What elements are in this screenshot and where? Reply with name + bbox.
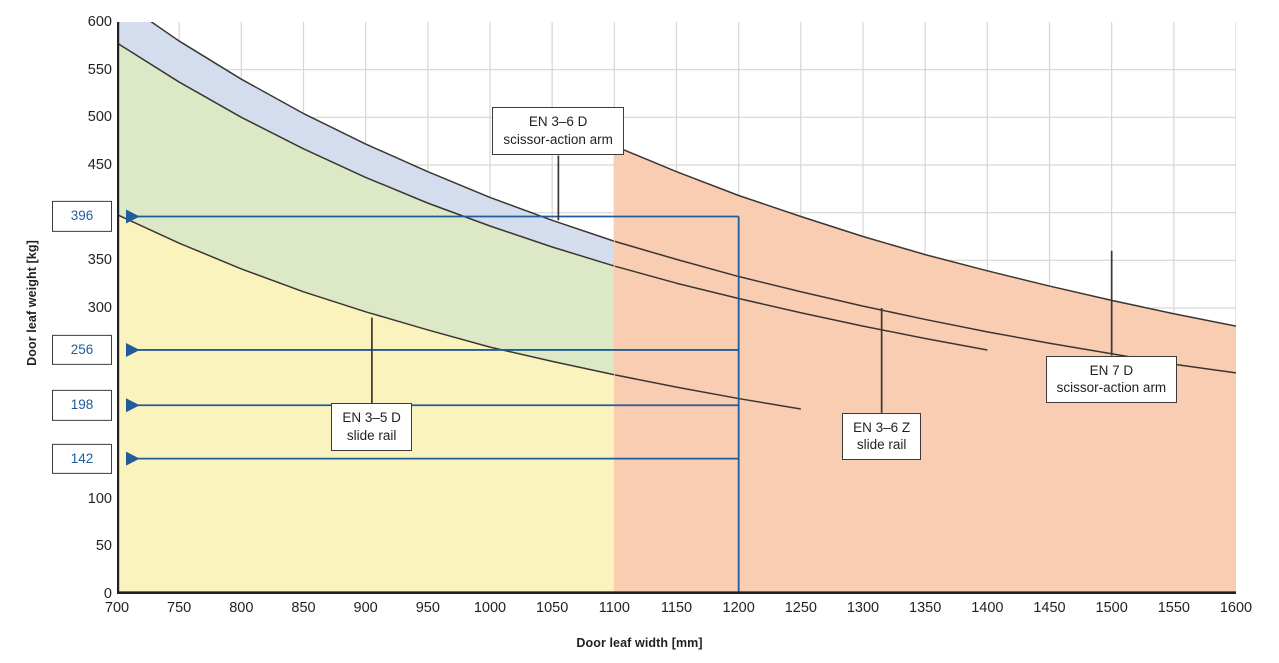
x-tick-label-1200: 1200 <box>722 600 755 616</box>
callout-line1: EN 3–6 Z <box>853 419 911 435</box>
curve-en36z-upper <box>117 42 988 351</box>
y-axis-tick-labels: 0 50 100 142 198 256 300 350 396 450 500 550 600 <box>0 0 112 663</box>
x-tick-label-700: 700 <box>104 600 130 616</box>
callout-line2: scissor-action arm <box>503 131 613 147</box>
y-tick-label-142: 142 <box>52 443 112 474</box>
x-tick-label-850: 850 <box>291 600 316 616</box>
callout-line1: EN 3–6 D <box>528 114 588 130</box>
curve-en7d-upper <box>614 145 1236 327</box>
region-orange-en7d <box>614 145 1236 594</box>
x-tick-label-900: 900 <box>353 600 378 616</box>
callout-line1: EN 7 D <box>1089 362 1134 378</box>
y-tick-label-50: 50 <box>95 538 112 555</box>
x-axis-title: Door leaf width [mm] <box>576 636 703 650</box>
x-tick-label-1500: 1500 <box>1095 600 1128 616</box>
x-tick-label-1300: 1300 <box>846 600 880 616</box>
y-tick-label-100: 100 <box>87 490 112 507</box>
chart-svg <box>117 22 1236 594</box>
x-tick-label-1550: 1550 <box>1157 600 1190 616</box>
y-tick-label-600: 600 <box>87 14 112 30</box>
callout-line2: slide rail <box>346 427 397 443</box>
y-tick-label-0: 0 <box>103 586 112 602</box>
x-tick-label-1050: 1050 <box>536 600 569 616</box>
x-tick-label-750: 750 <box>167 600 192 616</box>
x-tick-label-950: 950 <box>415 600 440 616</box>
y-tick-label-550: 550 <box>87 61 112 78</box>
x-tick-label-1100: 1100 <box>598 600 630 616</box>
x-tick-label-1150: 1150 <box>660 600 693 616</box>
callout-line2: scissor-action arm <box>1056 379 1167 395</box>
callout-line2: slide rail <box>856 437 907 453</box>
x-tick-label-1250: 1250 <box>784 600 817 616</box>
y-tick-label-396: 396 <box>52 201 112 232</box>
y-tick-label-450: 450 <box>87 157 112 173</box>
callout-line1: EN 3–5 D <box>342 410 401 426</box>
x-tick-label-1350: 1350 <box>909 600 942 616</box>
curve-en35d-upper <box>117 213 801 410</box>
x-tick-label-1000: 1000 <box>473 600 507 616</box>
x-tick-label-1600: 1600 <box>1219 600 1253 616</box>
y-tick-label-300: 300 <box>87 300 112 316</box>
y-tick-label-256: 256 <box>52 334 112 366</box>
y-tick-label-500: 500 <box>87 109 112 126</box>
x-tick-label-1450: 1450 <box>1033 600 1066 616</box>
callout-en36z: EN 3–6 Z slide rail <box>842 412 922 461</box>
curve-en36d-upper <box>150 22 1236 374</box>
x-tick-label-800: 800 <box>229 600 254 616</box>
x-tick-label-1400: 1400 <box>971 600 1004 616</box>
y-tick-label-350: 350 <box>87 252 112 269</box>
plot-area <box>117 22 1236 594</box>
y-tick-label-198: 198 <box>52 390 112 421</box>
